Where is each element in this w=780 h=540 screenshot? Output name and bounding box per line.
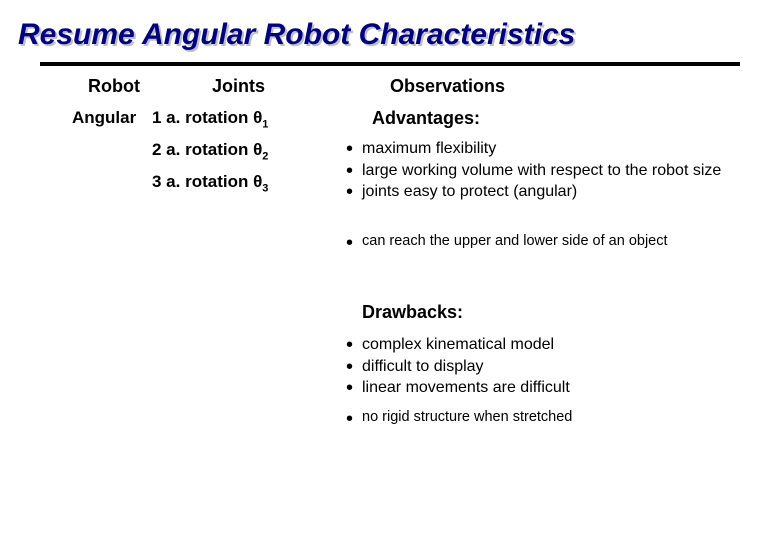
advantage-item: large working volume with respect to the… <box>346 160 726 182</box>
drawback-item: linear movements are difficult <box>346 377 726 399</box>
joint-3-sym: θ <box>253 172 262 191</box>
drawback-extra-item: no rigid structure when stretched <box>346 408 726 428</box>
header-robot: Robot <box>88 76 140 97</box>
drawbacks-label: Drawbacks: <box>362 302 463 323</box>
joint-2: 2 a. rotation θ2 <box>152 140 268 162</box>
header-observations: Observations <box>390 76 505 97</box>
advantages-extra-list: can reach the upper and lower side of an… <box>346 232 756 252</box>
header-joints: Joints <box>212 76 265 97</box>
drawback-item: complex kinematical model <box>346 334 726 356</box>
joint-2-sub: 2 <box>262 150 268 162</box>
joint-2-sym: θ <box>253 140 262 159</box>
joint-2-prefix: 2 a. rotation <box>152 140 253 159</box>
drawback-item: difficult to display <box>346 356 726 378</box>
joint-3-sub: 3 <box>262 182 268 194</box>
slide-title: Resume Angular Robot Characteristics <box>0 0 780 56</box>
joint-3-prefix: 3 a. rotation <box>152 172 253 191</box>
advantages-label: Advantages: <box>372 108 480 129</box>
advantage-extra-item: can reach the upper and lower side of an… <box>346 232 756 252</box>
joint-1-prefix: 1 a. rotation <box>152 108 253 127</box>
drawbacks-list: complex kinematical model difficult to d… <box>346 334 726 399</box>
advantage-item: maximum flexibility <box>346 138 726 160</box>
joint-1-sym: θ <box>253 108 262 127</box>
joint-3: 3 a. rotation θ3 <box>152 172 268 194</box>
joint-1: 1 a. rotation θ1 <box>152 108 268 130</box>
drawbacks-extra-list: no rigid structure when stretched <box>346 408 726 428</box>
content-area: Robot Joints Observations Angular 1 a. r… <box>0 66 780 526</box>
joint-1-sub: 1 <box>262 118 268 130</box>
advantage-item: joints easy to protect (angular) <box>346 181 726 203</box>
advantages-list: maximum flexibility large working volume… <box>346 138 726 203</box>
robot-type: Angular <box>72 108 136 128</box>
